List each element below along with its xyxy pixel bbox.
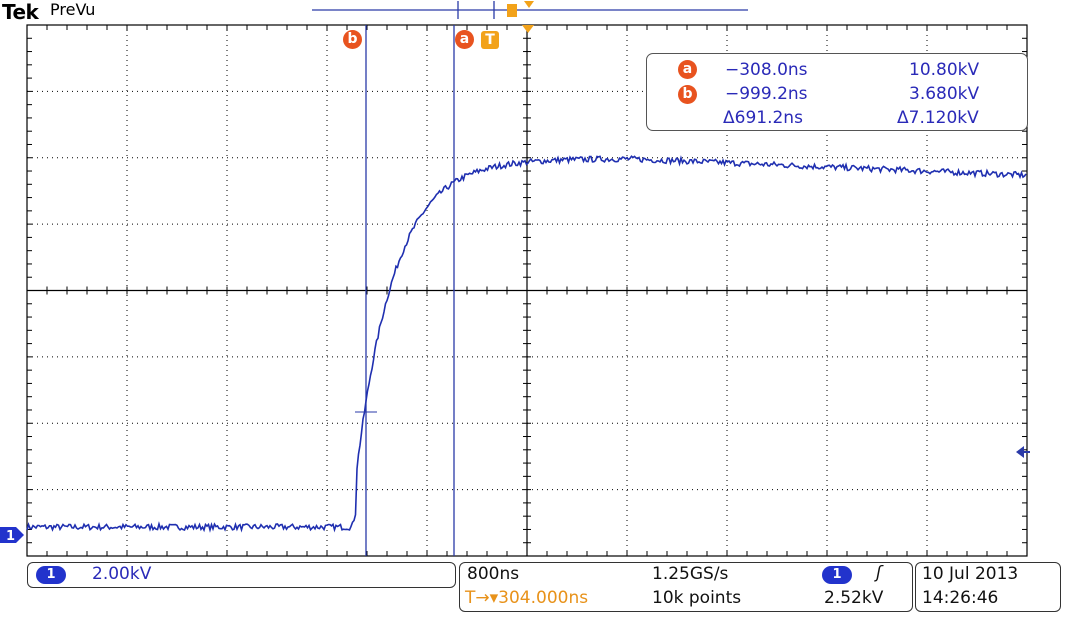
record-length: 10k points xyxy=(652,588,742,608)
time-label: 14:26:46 xyxy=(922,588,999,608)
prevu-label: PreVu xyxy=(50,0,96,19)
trigger-crosshair xyxy=(355,401,377,423)
cursor-lines[interactable] xyxy=(365,25,455,556)
readout-delta-value: Δ7.120kV xyxy=(897,108,979,128)
record-expansion-marker xyxy=(524,1,534,8)
datetime-box: 10 Jul 2013 14:26:46 xyxy=(915,562,1061,612)
channel1-waveform xyxy=(26,155,1027,533)
brand-logo: Tek xyxy=(2,0,39,24)
date-label: 10 Jul 2013 xyxy=(922,564,1019,584)
record-trigger-marker xyxy=(507,4,517,17)
readout-a-icon: a xyxy=(678,60,697,79)
trigger-position-icon xyxy=(522,25,534,33)
cursor-b-marker[interactable]: b xyxy=(343,30,362,49)
rising-edge-icon: ʃ xyxy=(876,563,882,583)
readout-a-time: −308.0ns xyxy=(725,60,808,80)
readout-b-value: 3.680kV xyxy=(909,84,980,104)
channel1-scale: 2.00kV xyxy=(92,564,152,584)
trigger-level-icon xyxy=(1016,446,1030,458)
readout-b-time: −999.2ns xyxy=(725,84,808,104)
graticule xyxy=(26,24,1028,557)
scope-display: 1 xyxy=(0,1,1030,557)
readout-a-value: 10.80kV xyxy=(909,60,980,80)
readout-b-icon: b xyxy=(678,85,697,104)
cursor-a-marker[interactable]: a xyxy=(455,30,474,49)
record-view-bar[interactable] xyxy=(312,1,748,19)
svg-text:1: 1 xyxy=(6,529,15,544)
trigger-position: T→▾304.000ns xyxy=(465,588,589,608)
channel1-ground-marker: 1 xyxy=(0,527,24,544)
channel1-scale-box[interactable]: 1 2.00kV xyxy=(27,562,456,588)
timebase-value: 800ns xyxy=(467,564,520,584)
channel1-badge: 1 xyxy=(36,566,66,584)
horizontal-settings-box[interactable]: 800ns 1.25GS/s 1 ʃ T→▾304.000ns 10k poin… xyxy=(459,562,913,612)
trigger-source-badge: 1 xyxy=(822,566,852,584)
readout-delta-time: Δ691.2ns xyxy=(723,108,803,128)
sample-rate: 1.25GS/s xyxy=(652,564,729,584)
trigger-level: 2.52kV xyxy=(824,588,884,608)
trigger-marker[interactable]: T xyxy=(481,31,499,49)
cursor-readout: a −308.0ns 10.80kV b −999.2ns 3.680kV Δ6… xyxy=(646,53,1028,131)
